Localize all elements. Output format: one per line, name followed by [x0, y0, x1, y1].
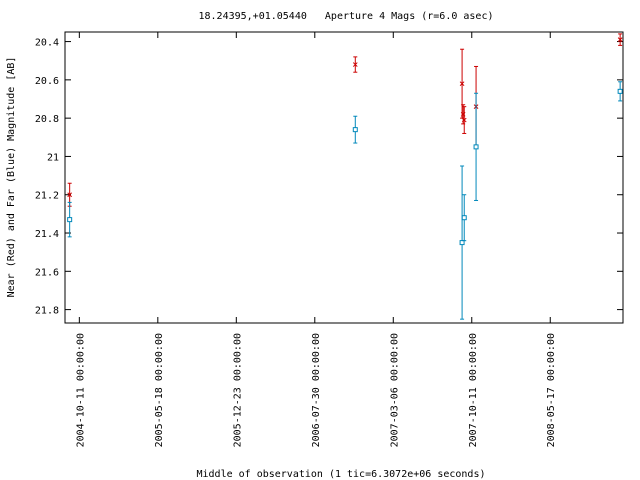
- point-marker: [459, 81, 465, 87]
- y-tick-label: 21.4: [35, 229, 59, 240]
- y-axis: 20.4 20.6 20.8 21 21.2 21.4 21.6 21.8: [35, 38, 623, 317]
- x-tick-label: 2005-05-18 00:00:00: [154, 333, 165, 447]
- point-marker: [473, 144, 479, 150]
- y-tick-label: 21.8: [35, 306, 59, 317]
- y-tick-label: 21: [47, 152, 59, 163]
- x-tick-label: 2006-07-30 00:00:00: [311, 333, 322, 447]
- data-point: [473, 92, 479, 201]
- x-tick-label: 2007-03-06 00:00:00: [389, 333, 400, 447]
- y-tick-label: 20.6: [35, 76, 59, 87]
- x-axis: 2004-10-11 00:00:00 2005-05-18 00:00:00 20…: [75, 32, 557, 447]
- data-point: [67, 201, 73, 238]
- data-marks: [67, 33, 623, 320]
- data-point: [352, 56, 358, 73]
- y-tick-label: 21.6: [35, 267, 59, 278]
- chart-title: 18.24395,+01.05440 Aperture 4 Mags (r=6.…: [198, 11, 493, 22]
- x-tick-label: 2005-12-23 00:00:00: [232, 333, 243, 447]
- x-axis-label: Middle of observation (1 tic=6.3072e+06 …: [197, 469, 486, 480]
- data-point: [352, 115, 358, 144]
- y-tick-label: 21.2: [35, 191, 59, 202]
- x-tick-label: 2007-10-11 00:00:00: [468, 333, 479, 447]
- point-marker: [352, 127, 358, 133]
- y-axis-label: Near (Red) and Far (Blue) Magnitude [AB]: [6, 57, 17, 298]
- point-marker: [617, 88, 623, 94]
- point-marker: [352, 62, 358, 67]
- data-point: [461, 194, 467, 242]
- point-marker: [67, 192, 73, 198]
- point-marker: [459, 240, 465, 246]
- y-tick-label: 20.8: [35, 114, 59, 125]
- point-marker: [461, 117, 467, 123]
- plot-frame: [64, 31, 624, 324]
- data-point: [617, 81, 623, 102]
- x-tick-label: 2004-10-11 00:00:00: [75, 333, 86, 447]
- point-marker: [461, 215, 467, 221]
- data-point: [459, 165, 465, 320]
- data-point: [617, 33, 623, 46]
- x-tick-label: 2008-05-17 00:00:00: [546, 333, 557, 447]
- point-marker: [617, 37, 623, 43]
- data-point: [461, 106, 467, 134]
- y-tick-label: 20.4: [35, 38, 59, 49]
- point-marker: [67, 217, 73, 223]
- data-point: [459, 48, 465, 119]
